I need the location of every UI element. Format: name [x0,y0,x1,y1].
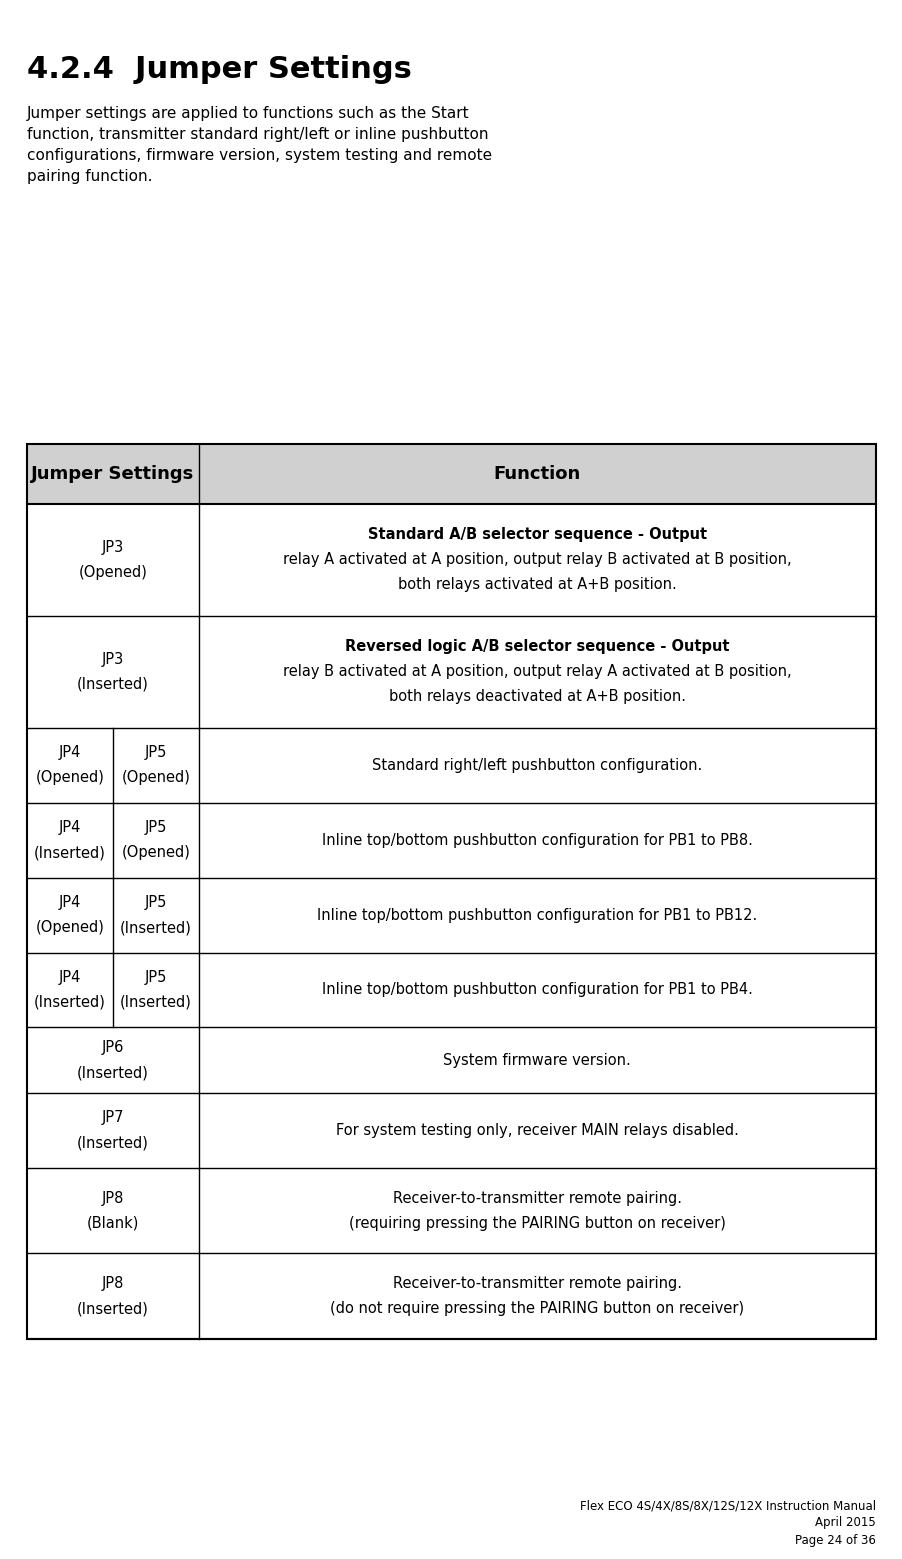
Text: (Inserted): (Inserted) [77,1135,149,1151]
Text: Standard A/B selector sequence - Output: Standard A/B selector sequence - Output [367,527,706,543]
Text: (Inserted): (Inserted) [77,1065,149,1080]
Text: Standard right/left pushbutton configuration.: Standard right/left pushbutton configura… [372,758,702,773]
Text: Inline top/bottom pushbutton configuration for PB1 to PB12.: Inline top/bottom pushbutton configurati… [317,907,757,923]
Text: (Opened): (Opened) [35,770,105,786]
Text: both relays activated at A+B position.: both relays activated at A+B position. [398,577,676,592]
Text: Page 24 of 36: Page 24 of 36 [794,1534,875,1547]
Text: (Opened): (Opened) [78,564,147,580]
Text: JP4: JP4 [59,970,81,985]
Text: JP6: JP6 [102,1040,124,1055]
Text: Flex ECO 4S/4X/8S/8X/12S/12X Instruction Manual: Flex ECO 4S/4X/8S/8X/12S/12X Instruction… [579,1500,875,1512]
Text: For system testing only, receiver MAIN relays disabled.: For system testing only, receiver MAIN r… [336,1122,738,1138]
Text: JP5: JP5 [144,970,167,985]
Text: JP4: JP4 [59,895,81,910]
Text: relay B activated at A position, output relay A activated at B position,: relay B activated at A position, output … [282,664,791,680]
Text: (Inserted): (Inserted) [34,845,106,861]
Text: (do not require pressing the PAIRING button on receiver): (do not require pressing the PAIRING but… [330,1302,743,1316]
Text: (Inserted): (Inserted) [120,920,191,935]
Text: Jumper settings are applied to functions such as the Start
function, transmitter: Jumper settings are applied to functions… [27,106,492,184]
Text: (Inserted): (Inserted) [77,677,149,692]
Text: Receiver-to-transmitter remote pairing.: Receiver-to-transmitter remote pairing. [392,1277,681,1291]
Text: JP3: JP3 [102,652,124,667]
Text: (Opened): (Opened) [35,920,105,935]
Text: JP4: JP4 [59,745,81,761]
Text: JP3: JP3 [102,539,124,555]
Text: (Inserted): (Inserted) [120,995,191,1010]
Text: Inline top/bottom pushbutton configuration for PB1 to PB8.: Inline top/bottom pushbutton configurati… [321,833,752,848]
Text: 4.2.4  Jumper Settings: 4.2.4 Jumper Settings [27,55,411,84]
Text: JP8: JP8 [102,1277,124,1291]
Text: Jumper Settings: Jumper Settings [32,465,194,483]
Text: JP5: JP5 [144,820,167,836]
Text: System firmware version.: System firmware version. [443,1052,630,1068]
Text: relay A activated at A position, output relay B activated at B position,: relay A activated at A position, output … [282,552,791,567]
Text: Receiver-to-transmitter remote pairing.: Receiver-to-transmitter remote pairing. [392,1191,681,1205]
Text: (Inserted): (Inserted) [77,1302,149,1316]
Text: (requiring pressing the PAIRING button on receiver): (requiring pressing the PAIRING button o… [348,1216,725,1230]
Bar [27,444,875,1339]
Text: JP7: JP7 [102,1110,124,1126]
Text: JP4: JP4 [59,820,81,836]
Text: JP5: JP5 [144,895,167,910]
Text: both relays deactivated at A+B position.: both relays deactivated at A+B position. [389,689,685,705]
Text: April 2015: April 2015 [815,1517,875,1529]
Text: (Opened): (Opened) [121,845,190,861]
Bar [27,444,875,504]
Text: (Blank): (Blank) [87,1216,139,1230]
Text: (Inserted): (Inserted) [34,995,106,1010]
Text: (Opened): (Opened) [121,770,190,786]
Text: Inline top/bottom pushbutton configuration for PB1 to PB4.: Inline top/bottom pushbutton configurati… [321,982,752,998]
Text: JP8: JP8 [102,1191,124,1205]
Text: Function: Function [493,465,580,483]
Text: JP5: JP5 [144,745,167,761]
Text: Reversed logic A/B selector sequence - Output: Reversed logic A/B selector sequence - O… [345,639,729,655]
